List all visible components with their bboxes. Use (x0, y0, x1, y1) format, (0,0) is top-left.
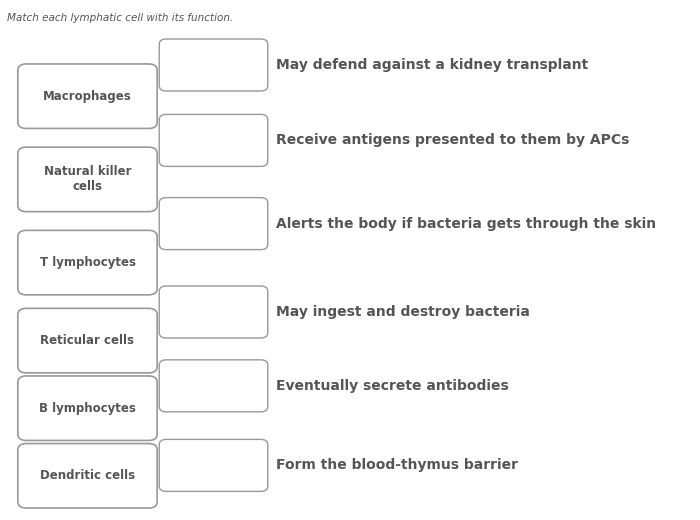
FancyBboxPatch shape (18, 376, 157, 440)
Text: B lymphocytes: B lymphocytes (39, 401, 136, 415)
Text: Alerts the body if bacteria gets through the skin: Alerts the body if bacteria gets through… (276, 217, 657, 230)
FancyBboxPatch shape (18, 444, 157, 508)
Text: Natural killer
cells: Natural killer cells (43, 165, 132, 193)
Text: Dendritic cells: Dendritic cells (40, 469, 135, 483)
FancyBboxPatch shape (160, 114, 267, 166)
Text: Match each lymphatic cell with its function.: Match each lymphatic cell with its funct… (7, 13, 233, 23)
FancyBboxPatch shape (160, 360, 267, 412)
Text: T lymphocytes: T lymphocytes (39, 256, 136, 269)
Text: Macrophages: Macrophages (43, 89, 132, 103)
Text: Form the blood-thymus barrier: Form the blood-thymus barrier (276, 459, 519, 472)
FancyBboxPatch shape (160, 439, 267, 491)
FancyBboxPatch shape (160, 198, 267, 250)
FancyBboxPatch shape (18, 147, 157, 212)
Text: Eventually secrete antibodies: Eventually secrete antibodies (276, 379, 510, 393)
FancyBboxPatch shape (160, 39, 267, 91)
Text: Reticular cells: Reticular cells (41, 334, 134, 347)
FancyBboxPatch shape (18, 308, 157, 373)
Text: May defend against a kidney transplant: May defend against a kidney transplant (276, 58, 589, 72)
Text: May ingest and destroy bacteria: May ingest and destroy bacteria (276, 305, 531, 319)
FancyBboxPatch shape (18, 230, 157, 295)
Text: Receive antigens presented to them by APCs: Receive antigens presented to them by AP… (276, 134, 630, 147)
FancyBboxPatch shape (160, 286, 267, 338)
FancyBboxPatch shape (18, 64, 157, 128)
